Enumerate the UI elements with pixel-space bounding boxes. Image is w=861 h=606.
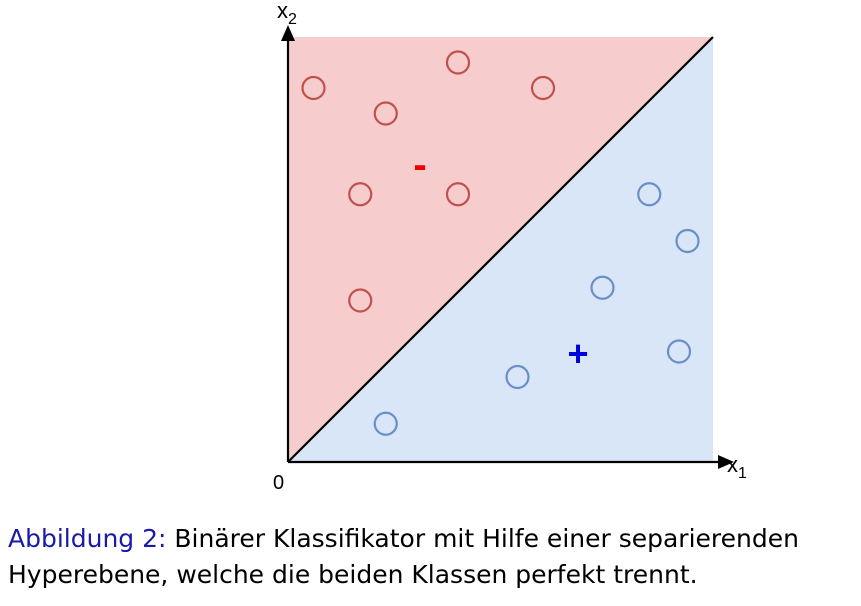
positive-point-2 [675,228,700,254]
y-axis-label: x2 [277,0,297,28]
classifier-diagram: x1 x2 0 - + [273,0,747,494]
negative-point-6 [445,182,471,207]
caption-line-2: Hyperebene, welche die beiden Klassen pe… [8,560,698,589]
positive-point-4 [666,339,692,364]
y-axis-arrowhead [281,25,295,41]
positive-point-3 [590,275,615,300]
negative-point-4 [373,101,398,126]
negative-point-5 [348,182,373,207]
x-axis-label: x1 [727,452,747,482]
negative-point-7 [348,288,373,313]
positive-point-5 [505,364,530,390]
negative-point-3 [530,75,556,101]
data-points [301,50,700,436]
positive-point-6 [373,411,398,436]
figure-caption: Abbildung 2: Binärer Klassifikator mit H… [8,521,858,593]
negative-class-sign: - [413,143,426,187]
positive-point-1 [637,182,662,207]
negative-point-1 [301,75,326,101]
negative-point-2 [445,50,471,75]
caption-label: Abbildung 2: [8,524,167,553]
separating-hyperplane [287,36,714,463]
caption-line-1: Binärer Klassifikator mit Hilfe einer se… [174,524,799,553]
positive-class-sign: + [567,333,588,374]
x-axis-arrowhead [718,455,734,469]
origin-label: 0 [273,472,284,494]
